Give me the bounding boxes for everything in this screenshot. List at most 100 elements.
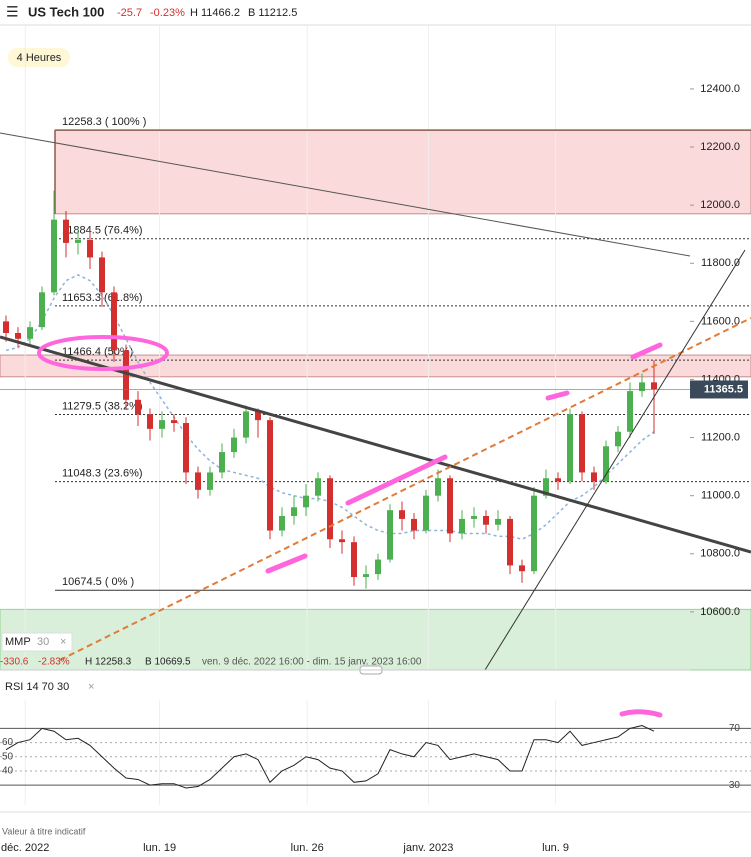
candle-body	[27, 327, 33, 339]
last-price-label: 11365.5	[704, 383, 743, 395]
y-tick-label: 12200.0	[700, 141, 740, 153]
footnote: Valeur à titre indicatif	[2, 826, 86, 836]
candle-body	[591, 472, 597, 482]
close-icon[interactable]: ×	[60, 636, 66, 648]
plot: déc. 2022 lun. 19 lun. 26 janv. 2023 lun. 9 1…	[0, 25, 751, 854]
x-tick-label: lun. 26	[291, 842, 324, 854]
candle-body	[51, 219, 57, 293]
y-tick-label: 11800.0	[701, 257, 740, 269]
candle-body	[111, 292, 117, 351]
candle-body	[639, 382, 645, 392]
rsi-tick-label: 70	[729, 723, 741, 734]
candle-body	[63, 219, 69, 243]
y-tick-label: 10800.0	[700, 548, 740, 560]
highlight	[265, 342, 663, 718]
ma-box	[1, 632, 73, 652]
candle-body	[507, 518, 513, 566]
info-change-pct: -2.83%	[38, 657, 70, 668]
y-tick-label: 11000.0	[701, 490, 740, 502]
close-icon[interactable]: ×	[88, 681, 94, 693]
y-tick-label: 12400.0	[700, 83, 740, 95]
candle-body	[435, 478, 441, 496]
y-tick-label: 12000.0	[700, 199, 740, 211]
candle-body	[183, 423, 189, 473]
candle-body	[447, 478, 453, 534]
trendline	[59, 317, 751, 661]
candle-body	[627, 391, 633, 432]
candle-body	[315, 478, 321, 496]
candle-body	[195, 472, 201, 490]
rsi-label: RSI 14 70 30	[5, 681, 69, 693]
rsi-tick-label: 50	[2, 751, 14, 762]
candle-body	[219, 452, 225, 473]
menu-icon[interactable]: ☰	[6, 4, 19, 20]
candle-body	[3, 321, 9, 333]
y-tick-label: 10600.0	[700, 606, 740, 618]
candle-body	[363, 574, 369, 578]
x-tick-label: déc. 2022	[1, 842, 49, 854]
candle-body	[411, 518, 417, 531]
change-pct: -0.23%	[150, 7, 185, 19]
ma-label: MMP	[5, 636, 31, 648]
candle-body	[231, 437, 237, 453]
candle-body	[423, 495, 429, 531]
candle-body	[99, 257, 105, 293]
candle-body	[483, 516, 489, 525]
candle-body	[531, 495, 537, 572]
candle-body	[207, 472, 213, 490]
level-label: 11048.3 (23.6%)	[62, 468, 143, 480]
candle-body	[135, 399, 141, 415]
trendline	[0, 335, 751, 554]
candle-body	[123, 350, 129, 400]
info-low: B 10669.5	[145, 657, 191, 668]
timeframe[interactable]: 4 Heures	[17, 52, 62, 64]
x-tick-label: lun. 9	[542, 842, 569, 854]
y-tick-label: 11600.0	[701, 315, 740, 327]
candle-body	[243, 411, 249, 438]
candle-body	[495, 518, 501, 525]
candle-body	[399, 510, 405, 519]
trendline	[484, 249, 746, 671]
timeframe-badge[interactable]	[8, 48, 70, 67]
candle-body	[567, 414, 573, 482]
candle-body	[159, 420, 165, 429]
candle-body	[39, 292, 45, 328]
level-label: 12258.3 ( 100% )	[62, 116, 146, 128]
change: -25.7	[117, 7, 142, 19]
candle-body	[543, 478, 549, 496]
candle-body	[255, 411, 261, 421]
candle-body	[147, 414, 153, 429]
info-high: H 12258.3	[85, 657, 132, 668]
candle-body	[615, 431, 621, 447]
candle-body	[279, 516, 285, 531]
candle-body	[303, 495, 309, 508]
y-tick-label: 11200.0	[701, 431, 740, 443]
ma-value: 30	[37, 636, 49, 648]
level-label: 10674.5 ( 0% )	[62, 576, 134, 588]
candle-body	[651, 382, 657, 390]
candle-body	[15, 332, 21, 339]
candle-body	[339, 539, 345, 543]
last-price-tag	[690, 380, 748, 399]
level-label: 11279.5 (38.2%)	[62, 400, 143, 412]
candle-body	[75, 240, 81, 243]
header-bar	[0, 0, 751, 25]
candle-body	[519, 565, 525, 572]
candle-body	[351, 542, 357, 578]
candle-body	[459, 518, 465, 534]
candle-body	[603, 446, 609, 482]
symbol: US Tech 100	[28, 4, 104, 19]
low: B 11212.5	[248, 7, 297, 19]
rsi-tick-label: 40	[2, 766, 14, 777]
trendline	[0, 132, 691, 257]
candle-body	[555, 478, 561, 482]
zone	[54, 129, 751, 215]
candle-body	[579, 414, 585, 473]
candle-body	[267, 420, 273, 531]
candle-body	[375, 559, 381, 575]
candle-body	[471, 516, 477, 519]
info-change: -330.6	[0, 657, 29, 668]
candle-body	[171, 420, 177, 424]
candle-body	[87, 240, 93, 258]
